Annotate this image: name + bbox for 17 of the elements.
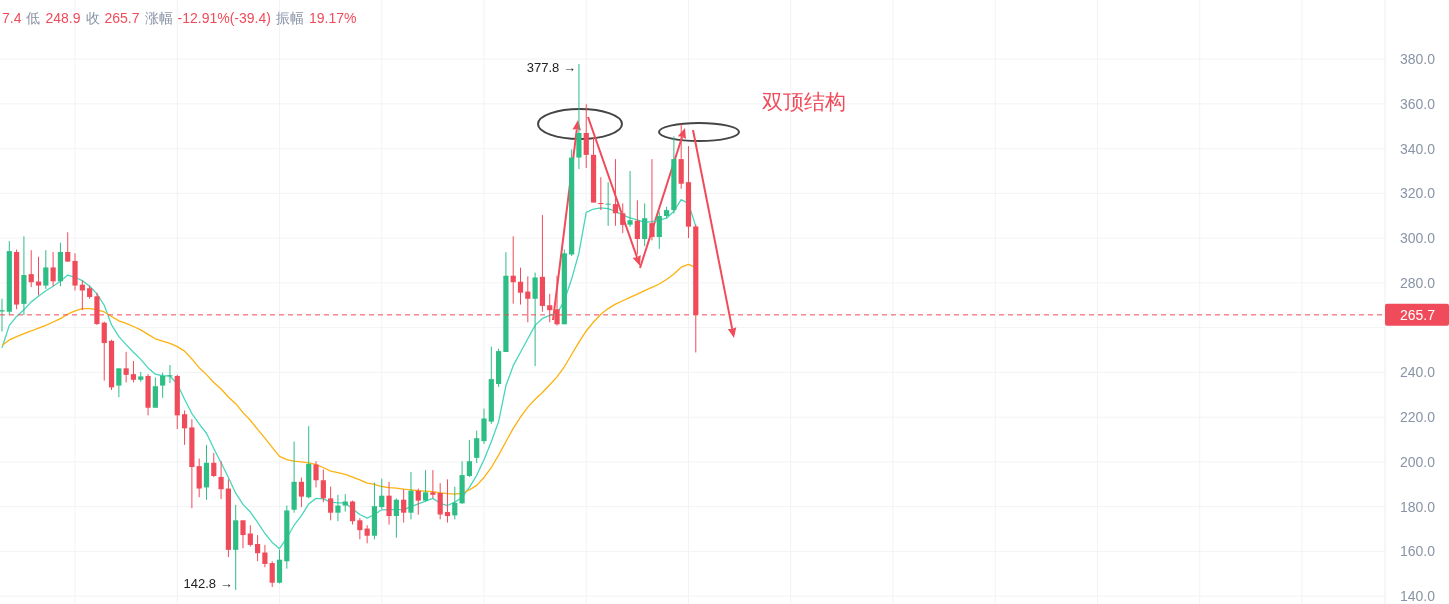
y-tick-label: 360.0	[1399, 95, 1436, 112]
y-tick-label: 320.0	[1399, 185, 1436, 202]
y-tick-label: 200.0	[1399, 453, 1436, 470]
annotation: 142.8 →	[183, 575, 233, 591]
y-tick-label: 380.0	[1399, 51, 1436, 68]
y-tick-label: 340.0	[1399, 140, 1436, 157]
y-tick-label: 180.0	[1399, 498, 1436, 515]
y-tick-label: 300.0	[1399, 230, 1436, 247]
y-tick-label: 220.0	[1399, 409, 1436, 426]
y-tick-label: 240.0	[1399, 364, 1436, 381]
annotation: 377.8 →	[526, 60, 576, 75]
y-tick-label: 280.0	[1399, 274, 1436, 291]
y-tick-label: 140.0	[1399, 588, 1436, 604]
ref-line-label: 265.7	[1399, 306, 1436, 323]
annotation: 双顶结构	[762, 90, 846, 113]
y-tick-label: 160.0	[1399, 543, 1436, 560]
annotation: 7.4 低 248.9 收 265.7 涨幅 -12.91%(-39.4) 振幅 19.17%	[2, 10, 357, 26]
